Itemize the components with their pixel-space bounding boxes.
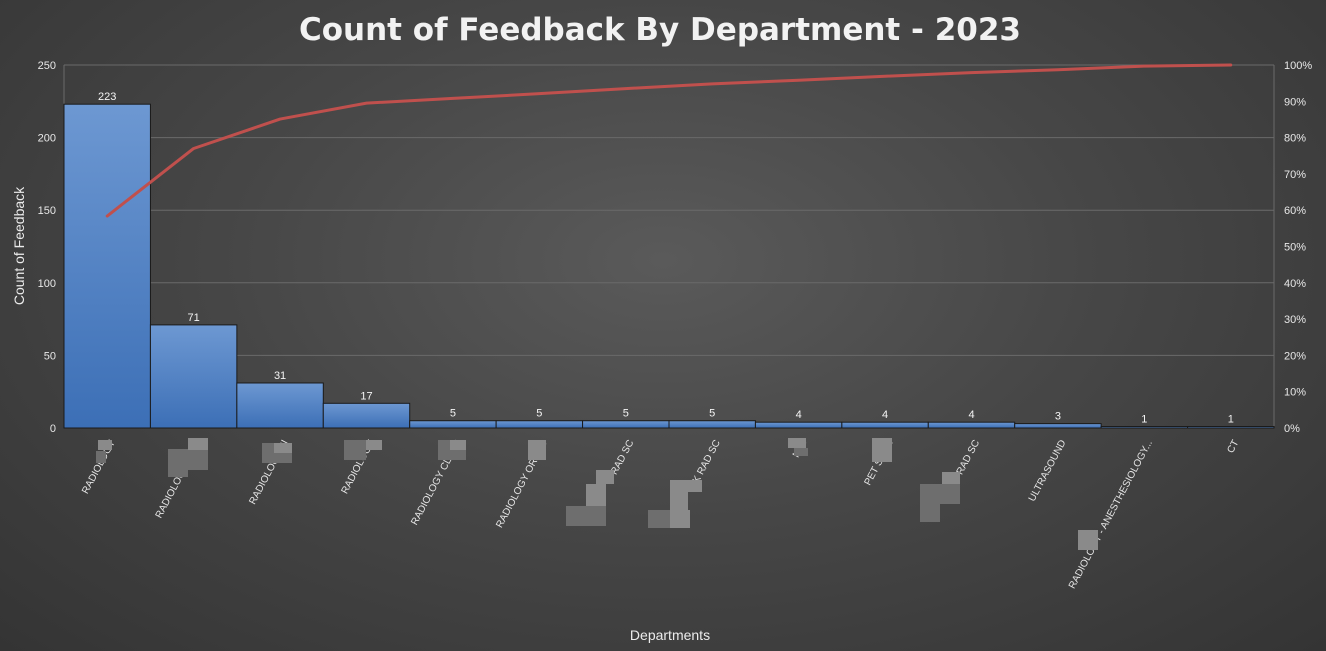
data-label: 4 xyxy=(882,409,888,421)
y2-axis-ticks: 0% 10% 20% 30% 40% 50% 60% 70% 80% 90% 100% xyxy=(1284,60,1312,435)
y-tick-label: 200 xyxy=(38,133,56,145)
redaction-block xyxy=(188,450,208,470)
bar xyxy=(409,420,497,429)
data-label: 5 xyxy=(709,408,715,420)
y-axis-title: Count of Feedback xyxy=(11,186,27,305)
redaction-block xyxy=(344,440,366,450)
cumulative-line xyxy=(105,63,1233,218)
y2-tick-label: 90% xyxy=(1284,96,1306,108)
y2-tick-label: 80% xyxy=(1284,133,1306,145)
bar xyxy=(754,421,843,429)
bar xyxy=(668,420,756,429)
category-label: RAD SC xyxy=(955,438,982,477)
redaction-block xyxy=(788,438,806,448)
data-label: 3 xyxy=(1055,411,1061,423)
category-label: RADIOLOGY - ANESTHESIOLOGY... xyxy=(1067,438,1155,591)
y-tick-label: 50 xyxy=(44,350,56,362)
y2-tick-label: 60% xyxy=(1284,205,1306,217)
cumulative-percent-line xyxy=(105,63,1233,218)
redaction-block xyxy=(450,440,466,450)
redaction-block xyxy=(920,504,940,522)
redaction-block xyxy=(648,510,670,528)
y2-tick-label: 70% xyxy=(1284,169,1306,181)
redaction-pixels xyxy=(96,438,1098,550)
redaction-block xyxy=(96,451,106,463)
data-label: 1 xyxy=(1141,414,1147,426)
redaction-block xyxy=(98,440,112,450)
bar xyxy=(1014,423,1102,429)
bar xyxy=(841,421,929,429)
data-label: 31 xyxy=(274,370,286,382)
x-axis-title: Departments xyxy=(630,627,710,643)
redaction-block xyxy=(670,510,690,528)
redaction-block xyxy=(872,438,892,462)
data-label: 1 xyxy=(1228,414,1234,426)
redaction-block xyxy=(566,506,586,526)
bar xyxy=(1100,426,1189,429)
y-tick-label: 0 xyxy=(50,423,56,435)
y2-tick-label: 10% xyxy=(1284,387,1306,399)
redaction-block xyxy=(794,448,808,456)
bar xyxy=(582,420,670,429)
redaction-block xyxy=(670,480,688,510)
redaction-block xyxy=(168,449,188,477)
redaction-block xyxy=(688,480,702,492)
data-label: 5 xyxy=(536,408,542,420)
y-tick-label: 100 xyxy=(38,278,56,290)
bar xyxy=(1187,426,1275,429)
category-label: K RAD SC xyxy=(691,438,723,485)
data-label: 4 xyxy=(968,409,974,421)
redaction-block xyxy=(438,450,466,460)
category-label: CT xyxy=(1225,438,1241,455)
y2-tick-label: 30% xyxy=(1284,314,1306,326)
y-tick-label: 150 xyxy=(38,205,56,217)
redaction-block xyxy=(274,443,292,453)
y-tick-label: 250 xyxy=(38,60,56,72)
redaction-block xyxy=(920,484,940,504)
bar xyxy=(236,382,324,429)
redaction-block xyxy=(586,506,606,526)
data-label: 17 xyxy=(360,390,372,402)
bar xyxy=(495,420,584,429)
data-label: 223 xyxy=(98,91,116,103)
data-label: 4 xyxy=(796,409,802,421)
redaction-block xyxy=(262,453,292,463)
category-label: ULTRASOUND xyxy=(1027,438,1069,503)
y2-tick-label: 0% xyxy=(1284,423,1300,435)
redaction-block xyxy=(188,438,208,450)
redaction-block xyxy=(586,484,606,506)
data-label: 71 xyxy=(188,312,200,324)
redaction-block xyxy=(528,440,546,460)
bars xyxy=(63,103,1275,429)
y-axis-ticks: 0 50 100 150 200 250 xyxy=(38,60,56,435)
bar xyxy=(149,324,238,429)
bar xyxy=(322,402,411,429)
redaction-block xyxy=(366,440,382,450)
bar xyxy=(927,421,1016,429)
redaction-block xyxy=(344,450,366,460)
y2-tick-label: 50% xyxy=(1284,242,1306,254)
redaction-block xyxy=(596,470,614,484)
chart-title: Count of Feedback By Department - 2023 xyxy=(299,12,1021,48)
redaction-block xyxy=(940,484,960,504)
redaction-block xyxy=(942,472,960,484)
redaction-block xyxy=(1078,530,1098,550)
data-label: 5 xyxy=(450,408,456,420)
gridlines xyxy=(63,64,1275,429)
y2-tick-label: 20% xyxy=(1284,350,1306,362)
redaction-block xyxy=(262,443,274,453)
bar xyxy=(63,103,151,429)
redaction-block xyxy=(438,440,450,450)
y2-tick-label: 100% xyxy=(1284,60,1312,72)
y2-tick-label: 40% xyxy=(1284,278,1306,290)
data-label: 5 xyxy=(623,408,629,420)
